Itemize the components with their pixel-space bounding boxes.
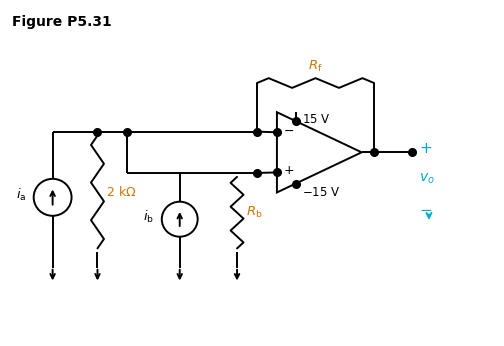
Text: $-$: $-$ [419,201,432,216]
Text: $i_{\mathrm{b}}$: $i_{\mathrm{b}}$ [143,209,154,225]
Text: Figure P5.31: Figure P5.31 [12,15,111,29]
Text: $i_{\mathrm{a}}$: $i_{\mathrm{a}}$ [16,187,27,203]
Text: $-15\ \mathrm{V}$: $-15\ \mathrm{V}$ [302,186,340,199]
Text: $R_{\mathrm{b}}$: $R_{\mathrm{b}}$ [246,205,263,220]
Text: $R_{\mathrm{f}}$: $R_{\mathrm{f}}$ [308,59,323,74]
Text: $2\ \mathrm{k\Omega}$: $2\ \mathrm{k\Omega}$ [106,185,137,199]
Text: $v_o$: $v_o$ [419,172,435,186]
Text: $+$: $+$ [419,141,432,156]
Text: $15\ \mathrm{V}$: $15\ \mathrm{V}$ [302,113,331,126]
Text: $+$: $+$ [283,164,294,177]
Text: $-$: $-$ [283,124,294,137]
